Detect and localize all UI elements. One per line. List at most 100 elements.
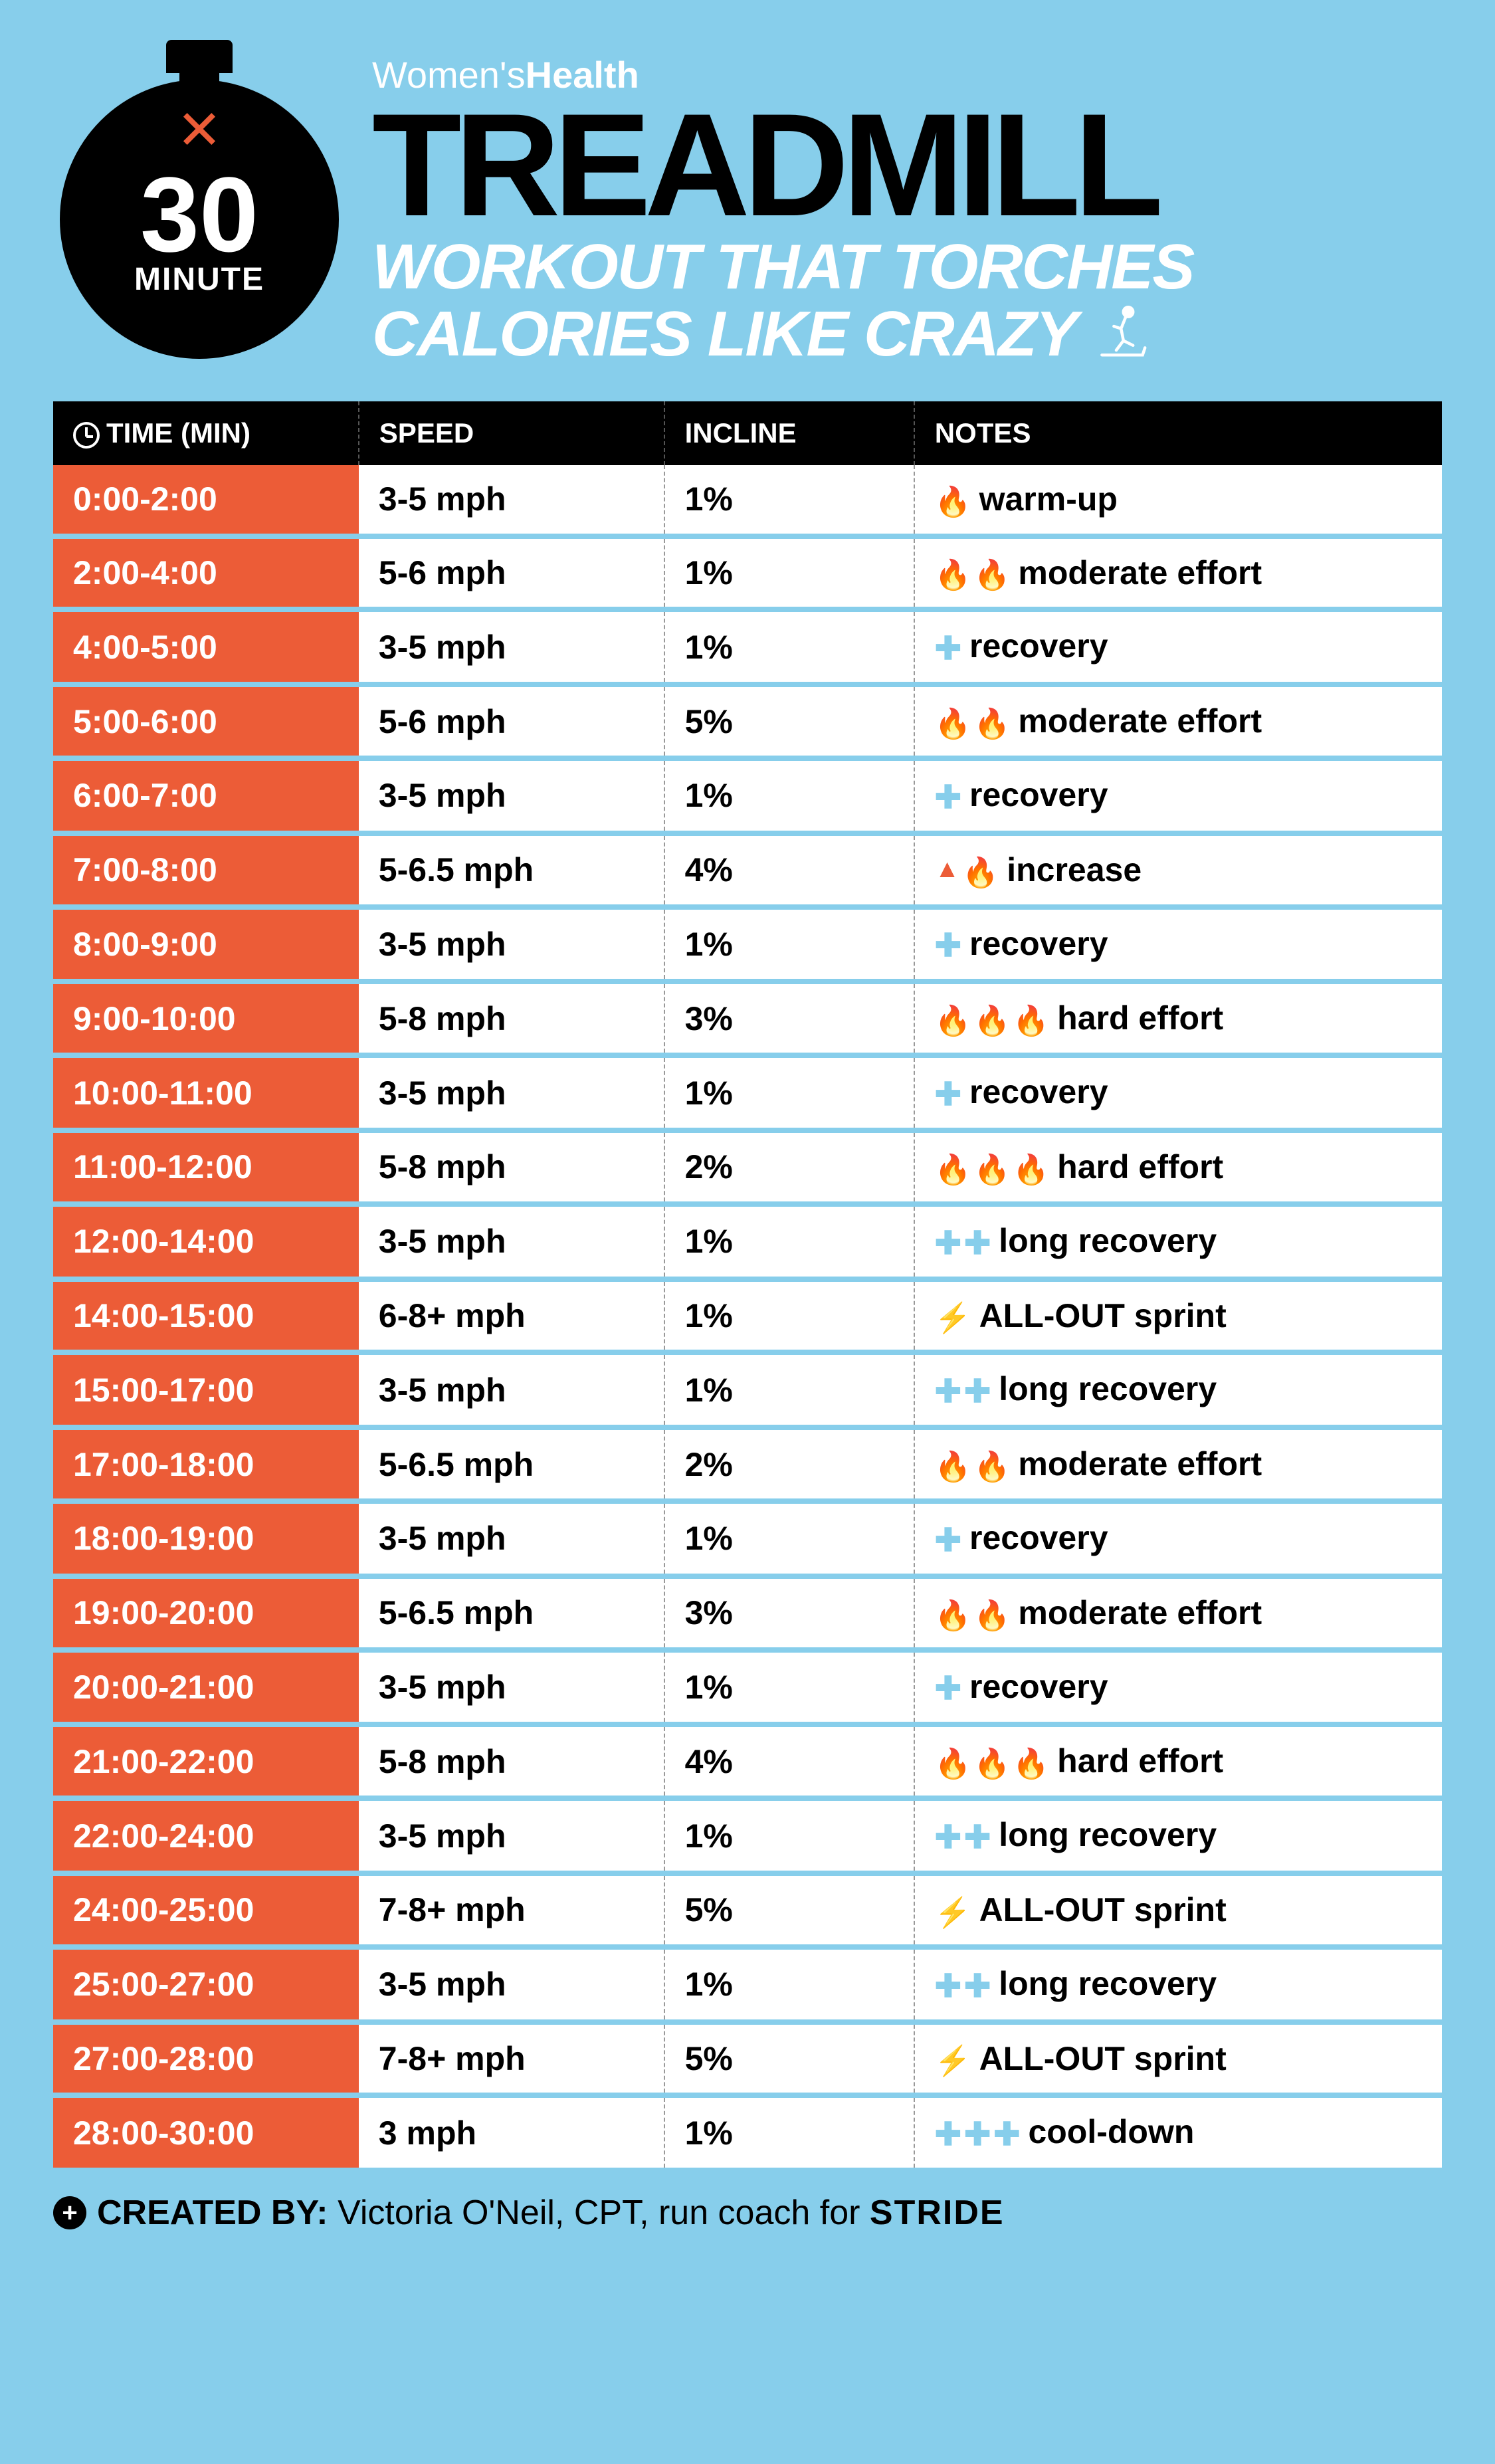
time-cell: 22:00-24:00	[53, 1798, 359, 1873]
table-row: 25:00-27:003-5 mph1%✚✚long recovery	[53, 1947, 1442, 2022]
time-cell: 0:00-2:00	[53, 465, 359, 536]
note-icons: 🔥🔥🔥	[935, 1003, 1049, 1038]
notes-cell: ✚✚✚cool-down	[914, 2095, 1442, 2170]
note-icons: ✚	[935, 1670, 961, 1707]
speed-cell: 7-8+ mph	[359, 1873, 664, 1947]
table-row: 18:00-19:003-5 mph1%✚recovery	[53, 1501, 1442, 1576]
speed-cell: 3-5 mph	[359, 1352, 664, 1427]
time-cell: 9:00-10:00	[53, 981, 359, 1055]
workout-table: TIME (MIN) SPEED INCLINE NOTES 0:00-2:00…	[53, 401, 1442, 2173]
speed-cell: 3-5 mph	[359, 1798, 664, 1873]
note-icons: 🔥🔥🔥	[935, 1746, 1049, 1781]
stopwatch-icon: 30 MINUTE	[53, 40, 346, 372]
time-cell: 15:00-17:00	[53, 1352, 359, 1427]
note-icons: ▲🔥	[935, 855, 999, 890]
col-notes-header: NOTES	[914, 401, 1442, 465]
table-row: 19:00-20:005-6.5 mph3%🔥🔥moderate effort	[53, 1576, 1442, 1650]
incline-cell: 1%	[664, 2095, 914, 2170]
notes-cell: 🔥🔥🔥hard effort	[914, 1130, 1442, 1204]
note-icons: ✚	[935, 1522, 961, 1559]
stopwatch-label: MINUTE	[134, 261, 264, 298]
speed-cell: 5-8 mph	[359, 981, 664, 1055]
note-icons: ✚✚✚	[935, 2116, 1021, 2153]
speed-cell: 5-6.5 mph	[359, 833, 664, 907]
notes-cell: 🔥warm-up	[914, 465, 1442, 536]
notes-cell: ✚✚long recovery	[914, 1947, 1442, 2022]
time-cell: 4:00-5:00	[53, 609, 359, 684]
note-icons: 🔥🔥	[935, 558, 1011, 592]
table-row: 21:00-22:005-8 mph4%🔥🔥🔥hard effort	[53, 1724, 1442, 1798]
incline-cell: 2%	[664, 1427, 914, 1501]
title-block: Women'sHealth TREADMILL WORKOUT THAT TOR…	[372, 40, 1442, 375]
incline-cell: 1%	[664, 1352, 914, 1427]
note-icons: ✚	[935, 1076, 961, 1113]
speed-cell: 6-8+ mph	[359, 1279, 664, 1353]
table-row: 0:00-2:003-5 mph1%🔥warm-up	[53, 465, 1442, 536]
incline-cell: 1%	[664, 1055, 914, 1130]
speed-cell: 5-8 mph	[359, 1130, 664, 1204]
time-cell: 6:00-7:00	[53, 758, 359, 833]
col-time-header: TIME (MIN)	[53, 401, 359, 465]
table-row: 28:00-30:003 mph1%✚✚✚cool-down	[53, 2095, 1442, 2170]
time-cell: 21:00-22:00	[53, 1724, 359, 1798]
incline-cell: 4%	[664, 1724, 914, 1798]
plus-circle-icon: +	[53, 2196, 86, 2229]
table-row: 14:00-15:006-8+ mph1%⚡ALL-OUT sprint	[53, 1279, 1442, 1353]
speed-cell: 3-5 mph	[359, 1501, 664, 1576]
incline-cell: 1%	[664, 1650, 914, 1725]
incline-cell: 2%	[664, 1130, 914, 1204]
table-row: 9:00-10:005-8 mph3%🔥🔥🔥hard effort	[53, 981, 1442, 1055]
notes-cell: ✚recovery	[914, 907, 1442, 982]
incline-cell: 1%	[664, 1947, 914, 2022]
time-cell: 24:00-25:00	[53, 1873, 359, 1947]
note-icons: ✚	[935, 630, 961, 667]
incline-cell: 3%	[664, 981, 914, 1055]
speed-cell: 3-5 mph	[359, 1055, 664, 1130]
incline-cell: 4%	[664, 833, 914, 907]
table-row: 5:00-6:005-6 mph5%🔥🔥moderate effort	[53, 684, 1442, 758]
note-icons: 🔥🔥	[935, 1449, 1011, 1484]
incline-cell: 1%	[664, 465, 914, 536]
speed-cell: 3-5 mph	[359, 907, 664, 982]
notes-cell: ✚recovery	[914, 1650, 1442, 1725]
table-row: 12:00-14:003-5 mph1%✚✚long recovery	[53, 1204, 1442, 1279]
note-icons: ⚡	[935, 2043, 971, 2078]
main-title: TREADMILL	[372, 103, 1442, 227]
time-cell: 18:00-19:00	[53, 1501, 359, 1576]
time-cell: 7:00-8:00	[53, 833, 359, 907]
time-cell: 14:00-15:00	[53, 1279, 359, 1353]
incline-cell: 1%	[664, 1798, 914, 1873]
notes-cell: ✚recovery	[914, 1501, 1442, 1576]
time-cell: 28:00-30:00	[53, 2095, 359, 2170]
notes-cell: ⚡ALL-OUT sprint	[914, 1873, 1442, 1947]
header: 30 MINUTE Women'sHealth TREADMILL WORKOU…	[53, 40, 1442, 375]
speed-cell: 5-8 mph	[359, 1724, 664, 1798]
incline-cell: 1%	[664, 1279, 914, 1353]
treadmill-runner-icon	[1092, 302, 1152, 375]
speed-cell: 3-5 mph	[359, 1947, 664, 2022]
time-cell: 11:00-12:00	[53, 1130, 359, 1204]
time-cell: 25:00-27:00	[53, 1947, 359, 2022]
note-icons: 🔥	[935, 484, 971, 519]
col-speed-header: SPEED	[359, 401, 664, 465]
notes-cell: ✚recovery	[914, 758, 1442, 833]
speed-cell: 5-6.5 mph	[359, 1427, 664, 1501]
speed-cell: 3-5 mph	[359, 758, 664, 833]
table-row: 8:00-9:003-5 mph1%✚recovery	[53, 907, 1442, 982]
notes-cell: ✚recovery	[914, 1055, 1442, 1130]
time-cell: 2:00-4:00	[53, 536, 359, 610]
time-cell: 8:00-9:00	[53, 907, 359, 982]
speed-cell: 5-6 mph	[359, 536, 664, 610]
table-row: 2:00-4:005-6 mph1%🔥🔥moderate effort	[53, 536, 1442, 610]
notes-cell: 🔥🔥moderate effort	[914, 684, 1442, 758]
table-row: 15:00-17:003-5 mph1%✚✚long recovery	[53, 1352, 1442, 1427]
incline-cell: 5%	[664, 2022, 914, 2096]
note-icons: ⚡	[935, 1300, 971, 1335]
table-row: 7:00-8:005-6.5 mph4%▲🔥increase	[53, 833, 1442, 907]
col-incline-header: INCLINE	[664, 401, 914, 465]
time-cell: 10:00-11:00	[53, 1055, 359, 1130]
footer: + CREATED BY: Victoria O'Neil, CPT, run …	[53, 2193, 1442, 2233]
table-row: 17:00-18:005-6.5 mph2%🔥🔥moderate effort	[53, 1427, 1442, 1501]
incline-cell: 1%	[664, 1501, 914, 1576]
time-cell: 20:00-21:00	[53, 1650, 359, 1725]
